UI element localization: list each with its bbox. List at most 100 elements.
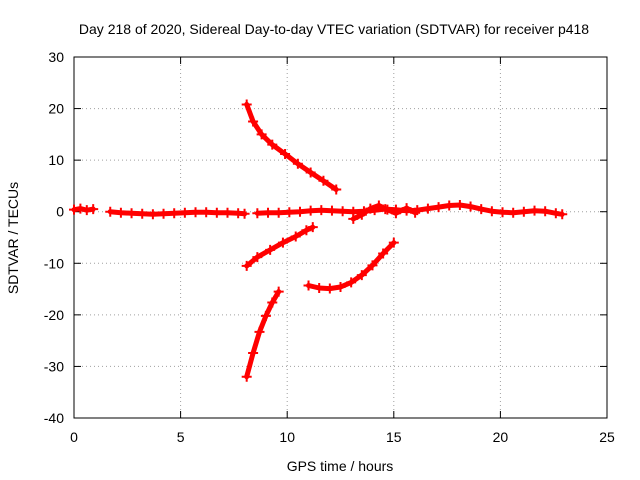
data-point bbox=[348, 213, 359, 224]
data-point bbox=[267, 297, 278, 308]
data-point bbox=[254, 326, 265, 337]
data-point bbox=[273, 207, 284, 218]
data-point bbox=[277, 237, 288, 248]
chart-title: Day 218 of 2020, Sidereal Day-to-day VTE… bbox=[79, 21, 589, 37]
data-point bbox=[241, 371, 252, 382]
data-point bbox=[147, 209, 158, 220]
data-point bbox=[518, 206, 529, 217]
data-point bbox=[550, 208, 561, 219]
data-point bbox=[365, 203, 376, 214]
x-tick-label: 5 bbox=[177, 429, 185, 445]
y-tick-label: 0 bbox=[56, 204, 64, 220]
data-point bbox=[337, 206, 348, 217]
data-point bbox=[303, 280, 314, 291]
data-point bbox=[75, 203, 86, 214]
data-series-2 bbox=[105, 206, 250, 220]
data-point bbox=[201, 207, 212, 218]
data-point bbox=[307, 222, 318, 233]
data-point bbox=[356, 209, 367, 220]
data-point bbox=[410, 207, 421, 218]
data-point bbox=[324, 283, 335, 294]
data-point bbox=[248, 116, 259, 127]
data-point bbox=[211, 207, 222, 218]
y-tick-label: 10 bbox=[48, 152, 64, 168]
y-tick-label: 30 bbox=[48, 49, 64, 65]
data-point bbox=[433, 202, 444, 213]
data-series-4 bbox=[348, 200, 421, 224]
data-point bbox=[497, 207, 508, 218]
data-point bbox=[314, 283, 325, 294]
data-point bbox=[476, 204, 487, 215]
data-point bbox=[158, 208, 169, 219]
data-point bbox=[301, 225, 312, 236]
data-point bbox=[529, 205, 540, 216]
data-marks bbox=[69, 99, 568, 382]
data-point bbox=[378, 248, 389, 259]
data-point bbox=[316, 205, 327, 216]
y-tick-label: -20 bbox=[44, 307, 64, 323]
x-tick-label: 15 bbox=[386, 429, 402, 445]
data-series-1 bbox=[69, 203, 99, 216]
data-point bbox=[105, 206, 116, 217]
data-point bbox=[422, 203, 433, 214]
data-point bbox=[346, 277, 357, 288]
data-point bbox=[252, 208, 263, 219]
data-point bbox=[190, 207, 201, 218]
data-point bbox=[169, 208, 180, 219]
data-point bbox=[388, 237, 399, 248]
data-point bbox=[335, 282, 346, 293]
data-series-8 bbox=[241, 286, 284, 382]
axis-ticks: 0 5 10 15 20 25 -40 -30 -20 -10 0 10 20 30 bbox=[44, 49, 615, 445]
y-tick-label: -40 bbox=[44, 410, 64, 426]
data-point bbox=[256, 129, 267, 140]
data-point bbox=[115, 207, 126, 218]
y-tick-label: -10 bbox=[44, 255, 64, 271]
data-point bbox=[241, 260, 252, 271]
plot-frame bbox=[73, 56, 608, 419]
data-point bbox=[382, 204, 393, 215]
data-point bbox=[326, 205, 337, 216]
data-point bbox=[318, 175, 329, 186]
data-point bbox=[263, 207, 274, 218]
data-point bbox=[557, 209, 568, 220]
data-point bbox=[248, 348, 259, 359]
data-point bbox=[239, 208, 250, 219]
x-tick-label: 25 bbox=[599, 429, 615, 445]
data-point bbox=[540, 206, 551, 217]
data-series-5 bbox=[241, 99, 342, 195]
data-point bbox=[305, 205, 316, 216]
data-point bbox=[373, 200, 384, 211]
data-point bbox=[137, 208, 148, 219]
data-point bbox=[241, 99, 252, 110]
data-point bbox=[367, 260, 378, 271]
data-point bbox=[294, 206, 305, 217]
data-point bbox=[252, 252, 263, 263]
data-point bbox=[69, 204, 79, 215]
data-point bbox=[280, 148, 291, 159]
data-point bbox=[222, 207, 233, 218]
y-tick-label: -30 bbox=[44, 358, 64, 374]
y-tick-label: 20 bbox=[48, 101, 64, 117]
data-series-3 bbox=[252, 200, 568, 220]
y-axis-label: SDTVAR / TECUs bbox=[5, 182, 21, 294]
x-axis-label: GPS time / hours bbox=[287, 458, 394, 474]
data-point bbox=[444, 200, 455, 211]
data-point bbox=[88, 204, 99, 215]
data-point bbox=[290, 231, 301, 242]
data-point bbox=[265, 244, 276, 255]
data-series-7 bbox=[303, 237, 399, 294]
x-tick-label: 10 bbox=[279, 429, 295, 445]
data-point bbox=[273, 286, 284, 297]
x-tick-label: 0 bbox=[70, 429, 78, 445]
data-point bbox=[331, 184, 342, 195]
data-point bbox=[126, 208, 137, 219]
data-point bbox=[390, 208, 401, 219]
data-point bbox=[267, 139, 278, 150]
x-tick-label: 20 bbox=[493, 429, 509, 445]
data-point bbox=[508, 207, 519, 218]
grid-lines bbox=[74, 57, 607, 418]
data-point bbox=[486, 206, 497, 217]
data-series-6 bbox=[241, 222, 318, 271]
data-point bbox=[81, 205, 92, 216]
